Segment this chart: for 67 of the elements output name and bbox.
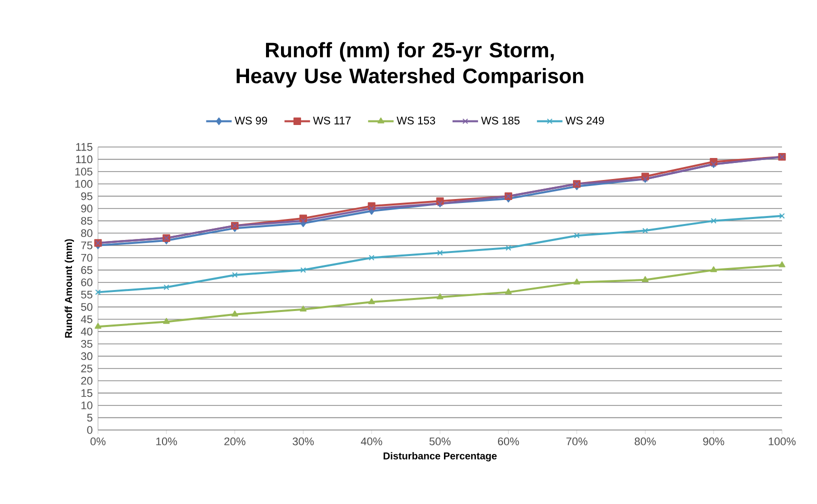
legend-label: WS 185 xyxy=(481,116,520,124)
y-tick-label: 90 xyxy=(81,204,92,212)
point xyxy=(300,267,306,273)
point xyxy=(505,288,512,294)
y-tick-label: 105 xyxy=(75,168,92,176)
point xyxy=(574,232,580,238)
y-tick-label: 20 xyxy=(81,376,92,385)
point xyxy=(436,293,444,300)
y-tick-label: 10 xyxy=(81,402,92,410)
point xyxy=(94,322,102,329)
y-tick-label: 55 xyxy=(81,290,92,298)
x-tick-label: 40% xyxy=(360,438,382,446)
y-tick-label: 95 xyxy=(81,192,92,200)
point xyxy=(778,261,786,268)
y-tick-label: 0 xyxy=(87,426,92,434)
y-tick-label: 35 xyxy=(81,340,92,348)
point xyxy=(710,218,716,224)
point xyxy=(300,218,306,224)
y-tick-label: 80 xyxy=(81,229,92,238)
legend-label: WS 249 xyxy=(565,116,604,124)
point xyxy=(573,278,580,284)
y-axis-title: Runoff Amount (mm) xyxy=(64,239,74,338)
x-tick-label: 50% xyxy=(429,438,451,446)
point xyxy=(779,213,785,219)
y-tick-label: 115 xyxy=(76,143,92,151)
y-tick-label: 110 xyxy=(76,155,92,164)
legend-label: WS 99 xyxy=(234,116,268,124)
point xyxy=(163,318,170,324)
y-tick-label: 25 xyxy=(81,364,92,372)
y-tick-label: 30 xyxy=(81,352,92,360)
x-tick-label: 0% xyxy=(90,438,106,446)
x-axis-title: Disturbance Percentage xyxy=(384,452,497,462)
point xyxy=(710,266,717,272)
point xyxy=(164,284,170,290)
point xyxy=(368,206,374,212)
x-tick-label: 30% xyxy=(292,438,314,446)
y-tick-label: 45 xyxy=(80,315,92,324)
x-tick-label: 20% xyxy=(224,438,246,446)
legend-label: WS 117 xyxy=(313,116,351,124)
y-tick-label: 100 xyxy=(75,180,92,188)
point xyxy=(437,250,443,256)
y-tick-label: 5 xyxy=(87,414,92,422)
x-tick-label: 90% xyxy=(703,438,724,446)
point xyxy=(300,306,307,312)
y-tick-label: 40 xyxy=(80,328,92,336)
point xyxy=(368,254,374,261)
point xyxy=(642,276,649,282)
y-tick-label: 70 xyxy=(81,254,92,262)
point xyxy=(642,228,648,234)
y-tick-label: 75 xyxy=(81,242,92,250)
point xyxy=(368,298,375,304)
y-tick-label: 60 xyxy=(81,278,92,286)
legend-label: WS 153 xyxy=(396,116,436,124)
x-tick-label: 80% xyxy=(634,438,656,446)
chart-title: Runoff (mm) for 25-yr Storm, Heavy Use Watershed Comparison xyxy=(236,42,584,88)
y-tick-label: 85 xyxy=(81,216,92,225)
y-tick-label: 50 xyxy=(81,303,92,311)
x-tick-label: 60% xyxy=(498,438,519,446)
x-tick-label: 100% xyxy=(768,438,796,446)
point xyxy=(231,310,238,316)
y-tick-label: 15 xyxy=(81,389,92,397)
point xyxy=(506,245,512,251)
x-tick-label: 10% xyxy=(156,438,177,446)
point xyxy=(232,272,238,278)
x-tick-label: 70% xyxy=(566,438,588,446)
point xyxy=(95,289,101,296)
y-tick-label: 65 xyxy=(81,266,92,274)
